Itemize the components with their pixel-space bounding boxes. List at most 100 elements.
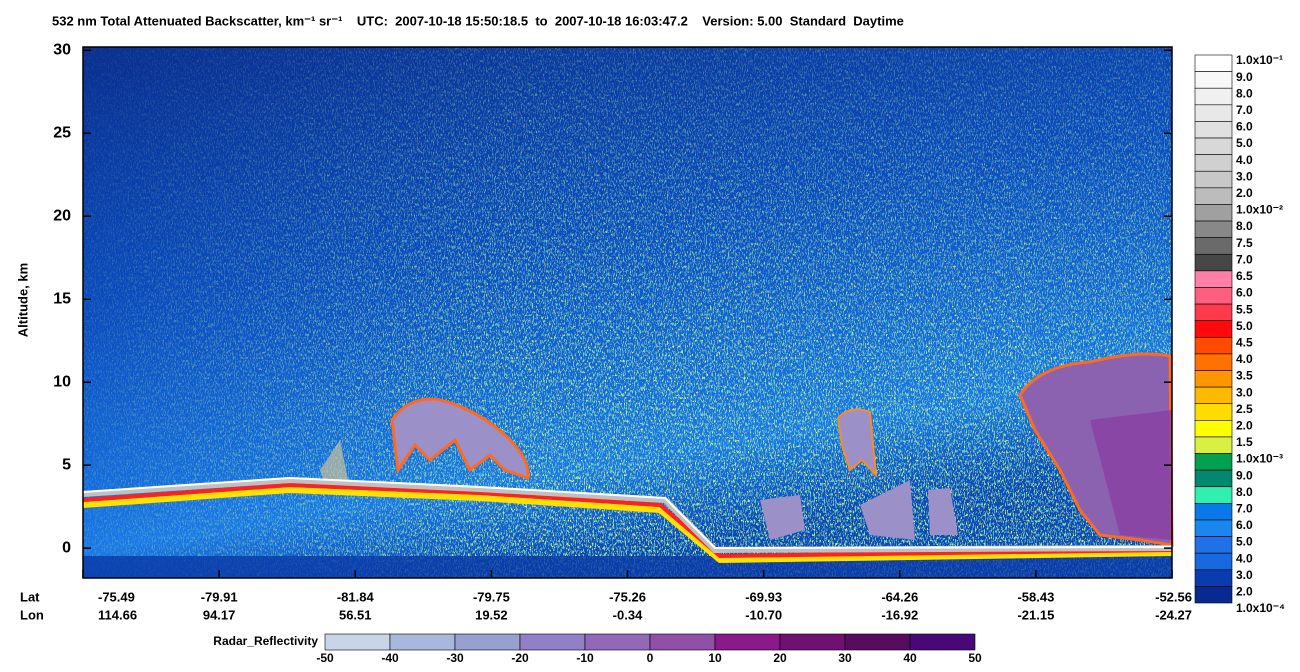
radar-colorbar-box xyxy=(909,633,976,651)
colorbar-label: 1.5 xyxy=(1236,435,1253,449)
colorbar-box xyxy=(1194,71,1233,89)
colorbar-label: 5.0 xyxy=(1236,136,1253,150)
lon-tick-label: 114.66 xyxy=(98,607,137,622)
colorbar-label: 2.0 xyxy=(1236,419,1253,433)
radar-colorbar-box xyxy=(519,633,586,651)
colorbar-box xyxy=(1194,353,1233,371)
colorbar-box xyxy=(1194,137,1233,155)
colorbar-box xyxy=(1194,486,1233,504)
lat-tick-label: -52.56 xyxy=(1155,589,1192,604)
colorbar-label: 9.0 xyxy=(1236,468,1253,482)
lon-tick-label: -21.15 xyxy=(1017,607,1054,622)
noise xyxy=(83,47,1172,578)
radar-tick-label: -10 xyxy=(576,651,594,665)
colorbar-box xyxy=(1194,503,1233,521)
radar-colorbar-box xyxy=(324,633,391,651)
lon-tick-label: -24.27 xyxy=(1155,607,1192,622)
colorbar-box xyxy=(1194,303,1233,321)
colorbar-label: 6.5 xyxy=(1236,269,1253,283)
colorbar-label: 5.5 xyxy=(1236,302,1253,316)
colorbar-box xyxy=(1194,552,1233,571)
lon-tick-label: -0.34 xyxy=(613,607,643,622)
radar-tick-label: -20 xyxy=(511,651,529,665)
colorbar-box xyxy=(1194,154,1233,172)
lat-tick-label: -75.26 xyxy=(609,589,646,604)
plot-area xyxy=(82,46,1174,579)
radar-tick-label: 20 xyxy=(773,651,787,665)
colorbar-label: 1.0x10⁻¹ xyxy=(1236,53,1283,67)
colorbar-box xyxy=(1194,337,1233,355)
chart-title: 532 nm Total Attenuated Backscatter, km⁻… xyxy=(52,13,904,28)
lon-label: Lon xyxy=(20,607,44,622)
colorbar-box xyxy=(1194,220,1233,238)
colorbar-label: 4.0 xyxy=(1236,551,1253,565)
colorbar-label: 9.0 xyxy=(1236,70,1253,84)
lat-label: Lat xyxy=(20,589,40,604)
colorbar-label: 7.0 xyxy=(1236,103,1253,117)
colorbar-box xyxy=(1194,104,1233,122)
colorbar-box xyxy=(1194,453,1233,471)
radar-colorbar-box xyxy=(454,633,521,651)
radar-tick-label: 0 xyxy=(647,651,654,665)
colorbar-box xyxy=(1194,519,1233,537)
radar-colorbar-box xyxy=(779,633,846,651)
y-tick-label: 30 xyxy=(53,42,71,59)
colorbar-label: 2.0 xyxy=(1236,186,1253,200)
colorbar-label: 8.0 xyxy=(1236,485,1253,499)
colorbar-box xyxy=(1194,87,1233,106)
y-tick-label: 25 xyxy=(53,125,71,142)
radar-colorbar-box xyxy=(649,633,716,651)
colorbar-label: 6.0 xyxy=(1236,286,1253,300)
colorbar-box xyxy=(1194,170,1233,189)
clouds xyxy=(320,352,1174,547)
colorbar-box xyxy=(1194,320,1233,338)
colorbar-label: 1.0x10⁻³ xyxy=(1236,452,1283,466)
colorbar-label: 3.0 xyxy=(1236,568,1253,582)
colorbar-label: 6.0 xyxy=(1236,518,1253,532)
lat-tick-label: -79.91 xyxy=(201,589,238,604)
y-tick-label: 15 xyxy=(53,290,71,307)
colorbar-box xyxy=(1194,237,1233,255)
lat-tick-label: -79.75 xyxy=(473,589,510,604)
colorbar-label: 8.0 xyxy=(1236,86,1253,100)
radar-tick-label: 40 xyxy=(903,651,917,665)
colorbar-box xyxy=(1194,420,1233,438)
colorbar-label: 3.5 xyxy=(1236,369,1253,383)
radar-colorbar-box xyxy=(389,633,456,651)
colorbar-box xyxy=(1194,436,1233,454)
colorbar-box xyxy=(1194,253,1233,272)
lat-tick-label: -58.43 xyxy=(1017,589,1054,604)
colorbar-box xyxy=(1194,121,1233,139)
radar-colorbar-box xyxy=(584,633,651,651)
colorbar-box xyxy=(1194,569,1233,587)
radar-tick-label: -30 xyxy=(446,651,464,665)
colorbar-label: 4.0 xyxy=(1236,153,1253,167)
lat-tick-label: -64.26 xyxy=(881,589,918,604)
colorbar-box xyxy=(1194,287,1233,305)
colorbar-box xyxy=(1194,270,1233,288)
colorbar-box xyxy=(1194,536,1233,554)
lat-tick-label: -81.84 xyxy=(337,589,375,604)
surface xyxy=(82,476,1173,564)
colorbar-label: 1.0x10⁻⁴ xyxy=(1236,601,1285,615)
lat-tick-label: -69.93 xyxy=(745,589,782,604)
lon-tick-label: -16.92 xyxy=(881,607,918,622)
colorbar-label: 8.0 xyxy=(1236,219,1253,233)
colorbar-label: 3.0 xyxy=(1236,169,1253,183)
colorbar-box xyxy=(1194,386,1233,405)
colorbar-box xyxy=(1194,586,1233,604)
colorbar-label: 6.0 xyxy=(1236,120,1253,134)
colorbar-label: 7.0 xyxy=(1236,252,1253,266)
colorbar-label: 2.5 xyxy=(1236,402,1253,416)
lon-tick-label: -10.70 xyxy=(745,607,782,622)
radar-tick-label: 50 xyxy=(968,651,982,665)
colorbar-label: 7.0 xyxy=(1236,502,1253,516)
y-tick-label: 10 xyxy=(53,373,71,390)
colorbar-label: 5.0 xyxy=(1236,535,1253,549)
colorbar-label: 3.0 xyxy=(1236,385,1253,399)
colorbar-box xyxy=(1194,370,1233,388)
y-tick-label: 0 xyxy=(62,539,71,556)
colorbar-label: 5.0 xyxy=(1236,319,1253,333)
